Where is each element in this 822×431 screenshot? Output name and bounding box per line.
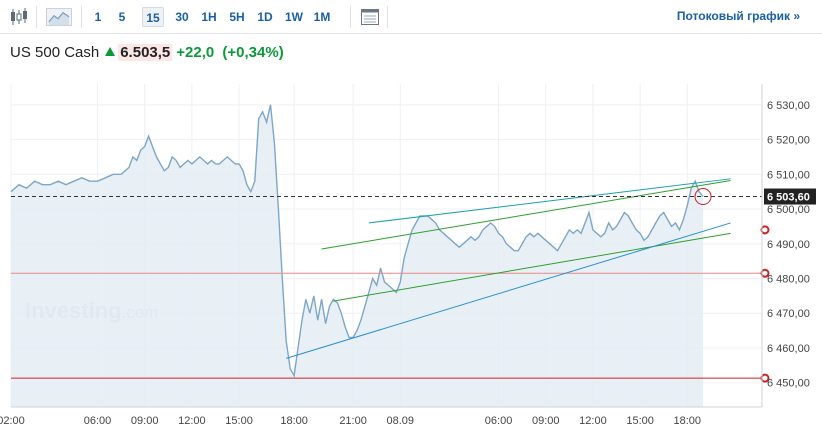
timeframe-button-30[interactable]: 30 <box>175 10 189 24</box>
x-tick-label: 18:00 <box>674 415 702 427</box>
timeframe-button-1d[interactable]: 1D <box>257 10 273 24</box>
price-chart[interactable]: Investing.com6 530,006 520,006 510,006 5… <box>0 76 822 431</box>
timeframe-button-5h[interactable]: 5H <box>229 10 245 24</box>
y-tick-label: 6 450,00 <box>767 378 810 390</box>
instrument-quote: US 500 Cash 6.503,5 +22,0 (+0,34%) <box>10 44 284 64</box>
trendline <box>286 222 731 359</box>
x-tick-label: 15:00 <box>225 415 253 427</box>
current-price-label: 6 503,60 <box>767 192 810 204</box>
current-price-tag <box>764 188 816 205</box>
candlestick-icon[interactable] <box>8 6 30 28</box>
toolbar-divider <box>81 6 82 28</box>
last-price: 6.503,5 <box>118 44 173 61</box>
y-tick-label: 6 530,00 <box>767 100 810 112</box>
chart-toolbar: 1 5 15 30 1H 5H 1D 1W 1M Потоковый график » <box>0 0 822 34</box>
timeframe-button-1w[interactable]: 1W <box>285 10 303 24</box>
y-tick-label: 6 480,00 <box>767 273 810 285</box>
trendline <box>333 232 731 302</box>
up-arrow-icon <box>105 47 116 56</box>
price-line <box>10 104 704 378</box>
x-tick-label: 06:00 <box>485 415 513 427</box>
trendline <box>321 180 731 250</box>
x-tick-label: 12:00 <box>178 415 206 427</box>
x-tick-label: 06:00 <box>84 415 112 427</box>
x-tick-label: 02:00 <box>0 415 25 427</box>
toolbar-divider <box>387 6 388 28</box>
y-tick-label: 6 490,00 <box>767 239 810 251</box>
area-chart-icon[interactable] <box>46 6 72 28</box>
table-icon[interactable] <box>359 6 381 28</box>
x-tick-label: 21:00 <box>339 415 367 427</box>
x-tick-label: 12:00 <box>579 415 607 427</box>
x-tick-label: 18:00 <box>280 415 308 427</box>
y-tick-label: 6 460,00 <box>767 343 810 355</box>
price-area-fill <box>11 104 703 408</box>
toolbar-divider <box>350 6 351 28</box>
timeframe-button-1[interactable]: 1 <box>94 10 102 24</box>
y-tick-label: 6 470,00 <box>767 308 810 320</box>
streaming-chart-link[interactable]: Потоковый график » <box>676 9 800 23</box>
timeframe-button-5[interactable]: 5 <box>118 10 126 24</box>
y-tick-label: 6 520,00 <box>767 135 810 147</box>
level-marker-icon <box>760 225 770 235</box>
x-tick-label: 09:00 <box>131 415 159 427</box>
price-change-percent: (+0,34%) <box>222 44 284 61</box>
current-price-marker <box>694 188 712 206</box>
y-tick-label: 6 510,00 <box>767 169 810 181</box>
y-tick-label: 6 500,00 <box>767 204 810 216</box>
x-tick-label: 09:00 <box>532 415 560 427</box>
toolbar-divider <box>36 6 37 28</box>
x-tick-label: 08.09 <box>386 415 414 427</box>
instrument-name: US 500 Cash <box>10 44 100 61</box>
trendline <box>368 178 731 224</box>
timeframe-button-15[interactable]: 15 <box>142 7 164 27</box>
price-change: +22,0 <box>176 44 215 61</box>
timeframe-button-1h[interactable]: 1H <box>201 10 217 24</box>
timeframe-button-1m[interactable]: 1M <box>313 10 331 24</box>
x-tick-label: 15:00 <box>626 415 654 427</box>
